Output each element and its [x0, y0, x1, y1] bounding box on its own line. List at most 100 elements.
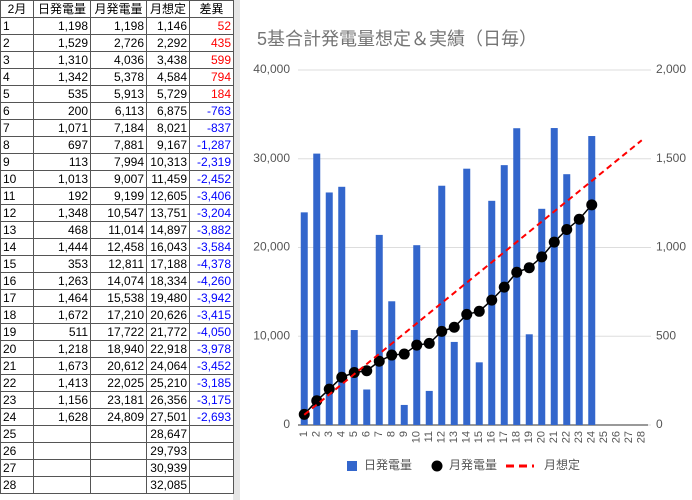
table-cell: 5,729: [146, 85, 190, 103]
table-row: 14 1,444 12,458 16,043 -3,584: [0, 238, 234, 256]
table-cell: 1,342: [33, 68, 91, 86]
x-tick-label: 28: [636, 431, 648, 443]
table-cell: 1,071: [33, 119, 91, 137]
marker: [498, 281, 510, 293]
legend-label: 月想定: [544, 457, 580, 472]
table-cell: 2: [0, 34, 34, 52]
table-cell: [33, 476, 91, 494]
table-row: 4 1,342 5,378 4,584 794: [0, 68, 234, 86]
table-cell: [90, 442, 147, 460]
table-cell: 1,198: [33, 17, 91, 35]
bar: [475, 362, 483, 425]
table-cell: -3,882: [189, 221, 234, 239]
sheet: 2月 日発電量 月発電量 月想定 差異 1 1,198 1,198 1,146 52 2 1,529 2…: [0, 0, 234, 500]
table-cell: 200: [33, 102, 91, 120]
table-cell: 535: [33, 85, 91, 103]
table-cell: 1,013: [33, 170, 91, 188]
table-cell: 27,501: [146, 408, 190, 426]
chart-title: 5基合計発電量想定＆実績（日毎）: [257, 29, 537, 49]
table-cell: 1,529: [33, 34, 91, 52]
x-tick-label: 25: [598, 431, 610, 443]
bar: [450, 341, 458, 425]
table-cell: 113: [33, 153, 91, 171]
table-cell: 4,036: [90, 51, 147, 69]
table-cell: 1,218: [33, 340, 91, 358]
table-row: 21 1,673 20,612 24,064 -3,452: [0, 357, 234, 375]
x-tick-label: 4: [336, 431, 348, 437]
bar: [488, 200, 496, 425]
table-row: 27 30,939: [0, 459, 234, 477]
marker: [373, 355, 385, 367]
table-cell: 10,313: [146, 153, 190, 171]
table-cell: 1,673: [33, 357, 91, 375]
table-row: 15 353 12,811 17,188 -4,378: [0, 255, 234, 273]
x-tick-label: 26: [611, 431, 623, 443]
table-cell: 19: [0, 323, 34, 341]
y-tick-label: 10,000: [253, 328, 290, 342]
table-cell: 21,772: [146, 323, 190, 341]
line: [303, 204, 593, 415]
table-cell: -3,452: [189, 357, 234, 375]
x-tick-label: 19: [523, 431, 535, 443]
table-cell: 7,184: [90, 119, 147, 137]
chart: 5基合計発電量想定＆実績（日毎） 0 10,000 20,000 30,000 40,0…: [240, 0, 692, 500]
table-cell: 17: [0, 289, 34, 307]
table-cell: 1,156: [33, 391, 91, 409]
y2-tick-label: 1,500: [656, 151, 686, 165]
x-tick-label: 12: [436, 431, 448, 443]
table-cell: 11: [0, 187, 34, 205]
table-cell: -837: [189, 119, 234, 137]
table-row: 2 1,529 2,726 2,292 435: [0, 34, 234, 52]
table-cell: 1,464: [33, 289, 91, 307]
table-cell: 15: [0, 255, 34, 273]
table-cell: 26,356: [146, 391, 190, 409]
table-cell: 月発電量: [90, 0, 147, 18]
x-tick-label: 9: [398, 431, 410, 437]
table-cell: 12,458: [90, 238, 147, 256]
marker: [461, 308, 473, 320]
x-tick-label: 18: [511, 431, 523, 443]
table-cell: -4,260: [189, 272, 234, 290]
table-row: 5 535 5,913 5,729 184: [0, 85, 234, 103]
table-cell: 1,310: [33, 51, 91, 69]
x-tick-label: 13: [448, 431, 460, 443]
table-cell: 差異: [189, 0, 234, 18]
table-row: 6 200 6,113 6,875 -763: [0, 102, 234, 120]
table-cell: 3: [0, 51, 34, 69]
table-body: 2月 日発電量 月発電量 月想定 差異 1 1,198 1,198 1,146 52 2 1,529 2…: [0, 0, 234, 494]
bar: [525, 334, 533, 425]
marker: [523, 262, 535, 274]
table-cell: 8: [0, 136, 34, 154]
marker: [436, 325, 448, 337]
legend-label: 日発電量: [364, 458, 412, 472]
x-tick-label: 24: [586, 431, 598, 443]
table-row: 24 1,628 24,809 27,501 -2,693: [0, 408, 234, 426]
bar: [363, 389, 371, 425]
table-cell: 4,584: [146, 68, 190, 86]
table-cell: [33, 425, 91, 443]
table-cell: 5,913: [90, 85, 147, 103]
table-cell: 27: [0, 459, 34, 477]
table-cell: 18,334: [146, 272, 190, 290]
table-cell: 20,626: [146, 306, 190, 324]
table-cell: 10: [0, 170, 34, 188]
table-cell: 15,538: [90, 289, 147, 307]
table-cell: [90, 425, 147, 443]
table-cell: 25: [0, 425, 34, 443]
marker: [586, 199, 598, 211]
table-cell: 794: [189, 68, 234, 86]
table-cell: [189, 476, 234, 494]
table-cell: 29,793: [146, 442, 190, 460]
table-row: 28 32,085: [0, 476, 234, 494]
bar: [425, 390, 433, 425]
table-cell: 17,188: [146, 255, 190, 273]
table-cell: -763: [189, 102, 234, 120]
table-row: 19 511 17,722 21,772 -4,050: [0, 323, 234, 341]
table-cell: 月想定: [146, 0, 190, 18]
table-cell: -4,050: [189, 323, 234, 341]
table-cell: [189, 425, 234, 443]
table-row: 11 192 9,199 12,605 -3,406: [0, 187, 234, 205]
table-cell: 16,043: [146, 238, 190, 256]
table-cell: 6,875: [146, 102, 190, 120]
